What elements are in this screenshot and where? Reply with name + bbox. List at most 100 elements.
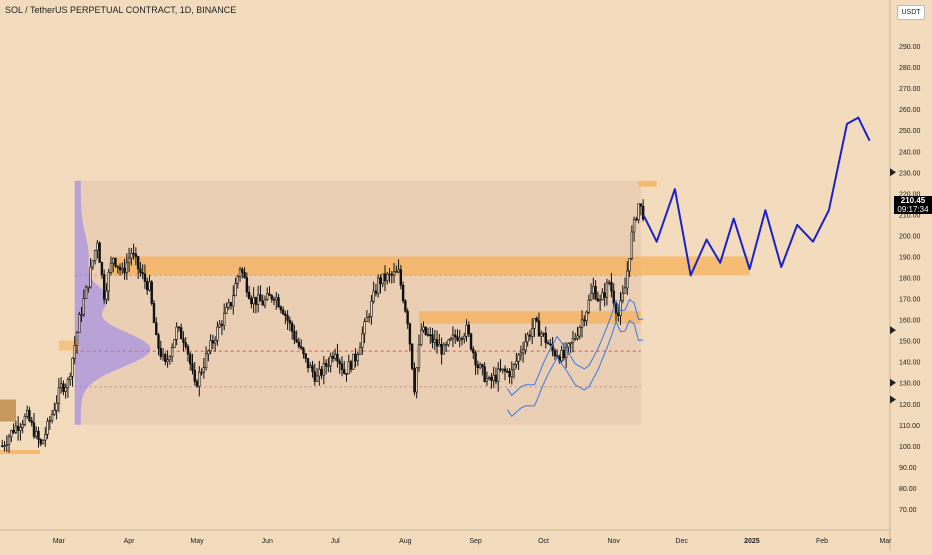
candle	[519, 352, 523, 356]
candle	[175, 326, 178, 340]
candle	[93, 249, 97, 262]
candle	[406, 310, 409, 325]
candle	[220, 323, 224, 326]
price-axis-panel	[890, 0, 932, 550]
candle	[345, 373, 348, 375]
candle	[125, 262, 129, 274]
y-tick-label: 270.00	[899, 86, 921, 93]
candle	[555, 355, 559, 358]
candle	[349, 361, 353, 370]
candle	[420, 329, 423, 346]
candle	[603, 292, 606, 298]
candle	[189, 353, 192, 365]
candle	[35, 430, 38, 437]
moving-average-2	[506, 319, 644, 418]
candle	[118, 267, 122, 271]
candle	[621, 292, 624, 302]
candle	[259, 294, 262, 302]
candle	[363, 321, 366, 335]
y-tick-label: 190.00	[899, 254, 921, 261]
candle	[286, 315, 289, 321]
x-tick-label: Dec	[675, 538, 688, 545]
candle	[415, 367, 418, 393]
candle	[580, 319, 584, 328]
candle	[501, 368, 504, 371]
candle	[59, 383, 63, 389]
candle	[39, 439, 42, 445]
x-tick-label: Oct	[538, 538, 549, 545]
candle	[57, 387, 61, 404]
candle	[442, 344, 446, 355]
candle	[574, 338, 577, 340]
y-tick-label: 130.00	[899, 381, 921, 388]
candle	[623, 287, 627, 294]
candle	[53, 410, 56, 415]
candle	[361, 333, 364, 348]
candle	[383, 273, 387, 282]
candle	[75, 332, 79, 346]
candle	[146, 281, 149, 291]
axis-marker	[890, 378, 896, 387]
y-tick-label: 160.00	[899, 318, 921, 325]
candle	[10, 430, 13, 438]
candle	[3, 445, 6, 447]
candle	[55, 402, 58, 411]
candle	[483, 366, 486, 382]
candle	[270, 295, 273, 300]
candles	[1, 199, 645, 453]
candle	[28, 409, 31, 421]
y-tick-label: 210.00	[899, 212, 921, 219]
candle	[440, 344, 443, 355]
candle	[444, 344, 448, 346]
candle	[302, 347, 305, 355]
axis-marker	[890, 326, 896, 335]
candle	[426, 334, 430, 336]
x-tick-label: 2025	[744, 538, 760, 545]
bottom-left-marker	[0, 450, 40, 455]
candle	[569, 342, 572, 345]
candle	[243, 272, 246, 278]
candle	[487, 377, 491, 379]
candle	[376, 277, 380, 294]
candle	[82, 298, 85, 315]
y-tick-label: 120.00	[899, 402, 921, 409]
candle	[64, 387, 67, 392]
candle	[451, 334, 455, 339]
candle	[367, 316, 371, 318]
candle	[198, 372, 201, 387]
currency-button[interactable]: USDT	[897, 5, 925, 20]
candle	[399, 269, 403, 286]
bar-countdown: 09:17:34	[897, 205, 929, 214]
candle	[7, 436, 11, 445]
x-tick-label: Nov	[607, 538, 620, 545]
candle	[465, 324, 468, 337]
candle	[506, 370, 509, 373]
candle	[589, 292, 593, 301]
candle	[424, 326, 427, 335]
candle	[510, 369, 514, 378]
y-tick-label: 260.00	[899, 107, 921, 114]
candle	[438, 344, 441, 347]
x-tick-label: Mar	[53, 538, 66, 545]
candle	[379, 277, 382, 285]
candle	[254, 296, 258, 305]
candle	[313, 371, 316, 382]
candle	[78, 314, 81, 333]
candle	[481, 364, 484, 367]
candle	[422, 326, 425, 331]
candle	[617, 312, 620, 316]
candle	[161, 354, 165, 357]
candle	[408, 323, 412, 345]
candle	[238, 269, 242, 277]
candle	[148, 281, 151, 291]
candle	[372, 290, 375, 302]
candle	[540, 333, 543, 337]
candle	[610, 281, 613, 292]
candle	[71, 357, 74, 377]
candle	[630, 231, 634, 259]
candle	[370, 300, 373, 317]
candle	[343, 369, 346, 374]
x-tick-label: Apr	[124, 538, 136, 545]
